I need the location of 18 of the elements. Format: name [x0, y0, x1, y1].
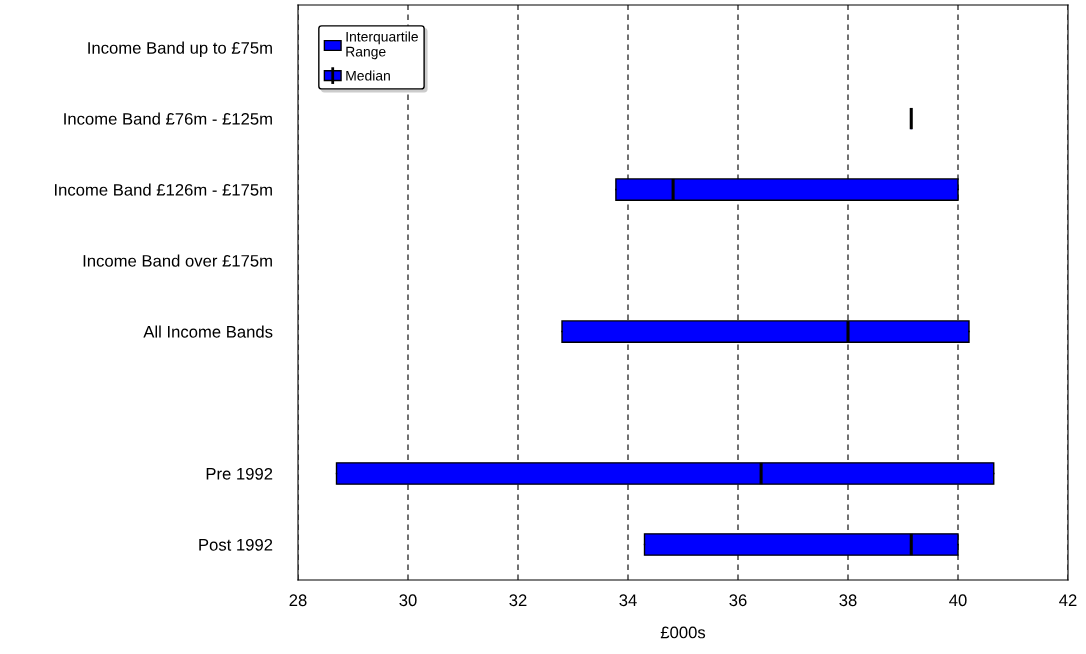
y-tick-label: Pre 1992	[206, 467, 273, 480]
x-tick-label: 36	[729, 594, 747, 607]
y-tick-label: Income Band up to £75m	[88, 41, 272, 58]
x-tick-label: 40	[949, 594, 967, 607]
y-tick-label: Income Band £126m - £175m	[54, 183, 272, 196]
legend-label: Interquartile Range	[346, 31, 418, 60]
x-tick-label: 42	[1059, 594, 1077, 606]
x-tick-label: 28	[289, 594, 307, 607]
y-tick-label: Income Band over £175m	[83, 254, 272, 267]
y-tick-label: Income Band £76m - £125m	[64, 112, 272, 125]
annotation: Median	[346, 70, 390, 81]
x-tick-label: 30	[399, 594, 417, 607]
x-tick-label: 38	[839, 594, 857, 607]
x-tick-label: 32	[509, 594, 527, 607]
x-axis-title: £000s	[660, 626, 706, 639]
x-tick-label: 34	[619, 594, 637, 607]
y-tick-label: Post 1992	[199, 538, 273, 551]
y-tick-label: All Income Bands	[143, 325, 273, 338]
